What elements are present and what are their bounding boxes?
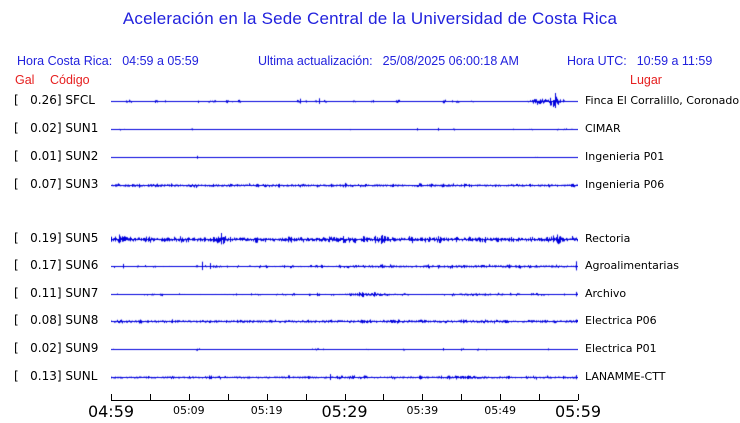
- gal-value: [ 0.26]: [14, 93, 62, 107]
- station-row-sun2: [ 0.01] SUN2 Ingenieria P01: [0, 144, 740, 170]
- station-code: SUN5: [65, 231, 99, 245]
- seismogram-trace: [111, 226, 578, 252]
- station-location: CIMAR: [585, 122, 621, 135]
- station-location: Rectoria: [585, 232, 631, 245]
- seismogram-trace: [111, 144, 578, 170]
- station-label: [ 0.11] SUN7: [14, 286, 98, 300]
- seismogram-trace: [111, 253, 578, 279]
- axis-tick: [461, 394, 463, 400]
- station-location: Finca El Corralillo, Coronado: [585, 94, 740, 107]
- axis-tick: [383, 394, 385, 400]
- last-update-value: 25/08/2025 06:00:18 AM: [382, 54, 519, 68]
- station-row-sun1: [ 0.02] SUN1 CIMAR: [0, 116, 740, 142]
- local-time-group: Hora Costa Rica: 04:59 a 05:59: [17, 54, 199, 68]
- axis-tick: [539, 394, 541, 400]
- axis-label-04-59: 04:59: [87, 402, 135, 421]
- station-code: SUN7: [65, 286, 99, 300]
- axis-label-05-59: 05:59: [554, 402, 602, 421]
- axis-label-05-09: 05:09: [172, 404, 205, 417]
- seismogram-trace: [111, 364, 578, 390]
- gal-value: [ 0.01]: [14, 149, 62, 163]
- seismogram-trace: [111, 336, 578, 362]
- gal-value: [ 0.17]: [14, 258, 62, 272]
- x-axis-line: [111, 400, 578, 401]
- station-code: SFCL: [65, 93, 95, 107]
- station-row-sunl: [ 0.13] SUNL LANAMME-CTT: [0, 364, 740, 390]
- axis-tick: [188, 394, 190, 400]
- station-location: Archivo: [585, 287, 627, 300]
- station-location: Ingenieria P01: [585, 150, 665, 163]
- axis-tick: [500, 394, 502, 400]
- utc-time-label: Hora UTC:: [567, 54, 627, 68]
- seismogram-trace: [111, 116, 578, 142]
- station-location: Agroalimentarias: [585, 259, 679, 272]
- axis-tick: [422, 394, 424, 400]
- station-code: SUN9: [65, 341, 99, 355]
- station-code: SUN2: [65, 149, 99, 163]
- page-title: Aceleración en la Sede Central de la Uni…: [122, 9, 618, 28]
- axis-label-05-49: 05:49: [484, 404, 517, 417]
- station-label: [ 0.26] SFCL: [14, 93, 95, 107]
- axis-label-05-19: 05:19: [250, 404, 283, 417]
- gal-value: [ 0.13]: [14, 369, 62, 383]
- station-code: SUNL: [65, 369, 98, 383]
- column-header-code: Código: [50, 73, 90, 87]
- axis-tick: [111, 394, 112, 400]
- column-headers: Gal Código Lugar: [0, 73, 740, 89]
- utc-time-group: Hora UTC: 10:59 a 11:59: [567, 54, 712, 68]
- column-header-location: Lugar: [630, 73, 662, 87]
- axis-tick: [578, 394, 579, 400]
- seismogram-trace: [111, 88, 578, 114]
- gal-value: [ 0.02]: [14, 341, 62, 355]
- station-code: SUN6: [65, 258, 99, 272]
- axis-tick: [149, 394, 151, 400]
- local-time-value: 04:59 a 05:59: [122, 54, 199, 68]
- axis-tick: [344, 394, 346, 400]
- station-code: SUN3: [65, 177, 99, 191]
- seismogram-trace: [111, 172, 578, 198]
- gal-value: [ 0.19]: [14, 231, 62, 245]
- station-row-sfcl: [ 0.26] SFCL Finca El Corralillo, Corona…: [0, 88, 740, 114]
- local-time-label: Hora Costa Rica:: [17, 54, 113, 68]
- station-code: SUN1: [65, 121, 99, 135]
- axis-tick: [227, 394, 229, 400]
- axis-label-05-39: 05:39: [406, 404, 439, 417]
- station-location: Ingenieria P06: [585, 178, 665, 191]
- station-location: LANAMME-CTT: [585, 370, 666, 383]
- station-label: [ 0.08] SUN8: [14, 313, 98, 327]
- seismogram-trace: [111, 308, 578, 334]
- last-update-group: Ultima actualización: 25/08/2025 06:00:18…: [258, 54, 519, 68]
- station-row-sun3: [ 0.07] SUN3 Ingenieria P06: [0, 172, 740, 198]
- station-label: [ 0.13] SUNL: [14, 369, 97, 383]
- station-label: [ 0.02] SUN1: [14, 121, 98, 135]
- station-code: SUN8: [65, 313, 99, 327]
- axis-tick: [266, 394, 268, 400]
- station-row-sun6: [ 0.17] SUN6 Agroalimentarias: [0, 253, 740, 279]
- station-label: [ 0.19] SUN5: [14, 231, 98, 245]
- gal-value: [ 0.11]: [14, 286, 62, 300]
- axis-label-05-29: 05:29: [321, 402, 368, 421]
- station-location: Electrica P06: [585, 314, 657, 327]
- gal-value: [ 0.07]: [14, 177, 62, 191]
- station-location: Electrica P01: [585, 342, 657, 355]
- last-update-label: Ultima actualización:: [258, 54, 373, 68]
- seismogram-trace: [111, 281, 578, 307]
- station-row-sun5: [ 0.19] SUN5 Rectoria: [0, 226, 740, 252]
- gal-value: [ 0.02]: [14, 121, 62, 135]
- time-info-bar: Hora Costa Rica: 04:59 a 05:59 Ultima act…: [0, 54, 740, 70]
- station-row-sun8: [ 0.08] SUN8 Electrica P06: [0, 308, 740, 334]
- station-label: [ 0.01] SUN2: [14, 149, 98, 163]
- station-row-sun7: [ 0.11] SUN7 Archivo: [0, 281, 740, 307]
- station-label: [ 0.02] SUN9: [14, 341, 98, 355]
- axis-tick: [305, 394, 307, 400]
- gal-value: [ 0.08]: [14, 313, 62, 327]
- station-label: [ 0.17] SUN6: [14, 258, 98, 272]
- utc-time-value: 10:59 a 11:59: [636, 54, 713, 68]
- station-row-sun9: [ 0.02] SUN9 Electrica P01: [0, 336, 740, 362]
- column-header-gal: Gal: [15, 73, 35, 87]
- station-label: [ 0.07] SUN3: [14, 177, 98, 191]
